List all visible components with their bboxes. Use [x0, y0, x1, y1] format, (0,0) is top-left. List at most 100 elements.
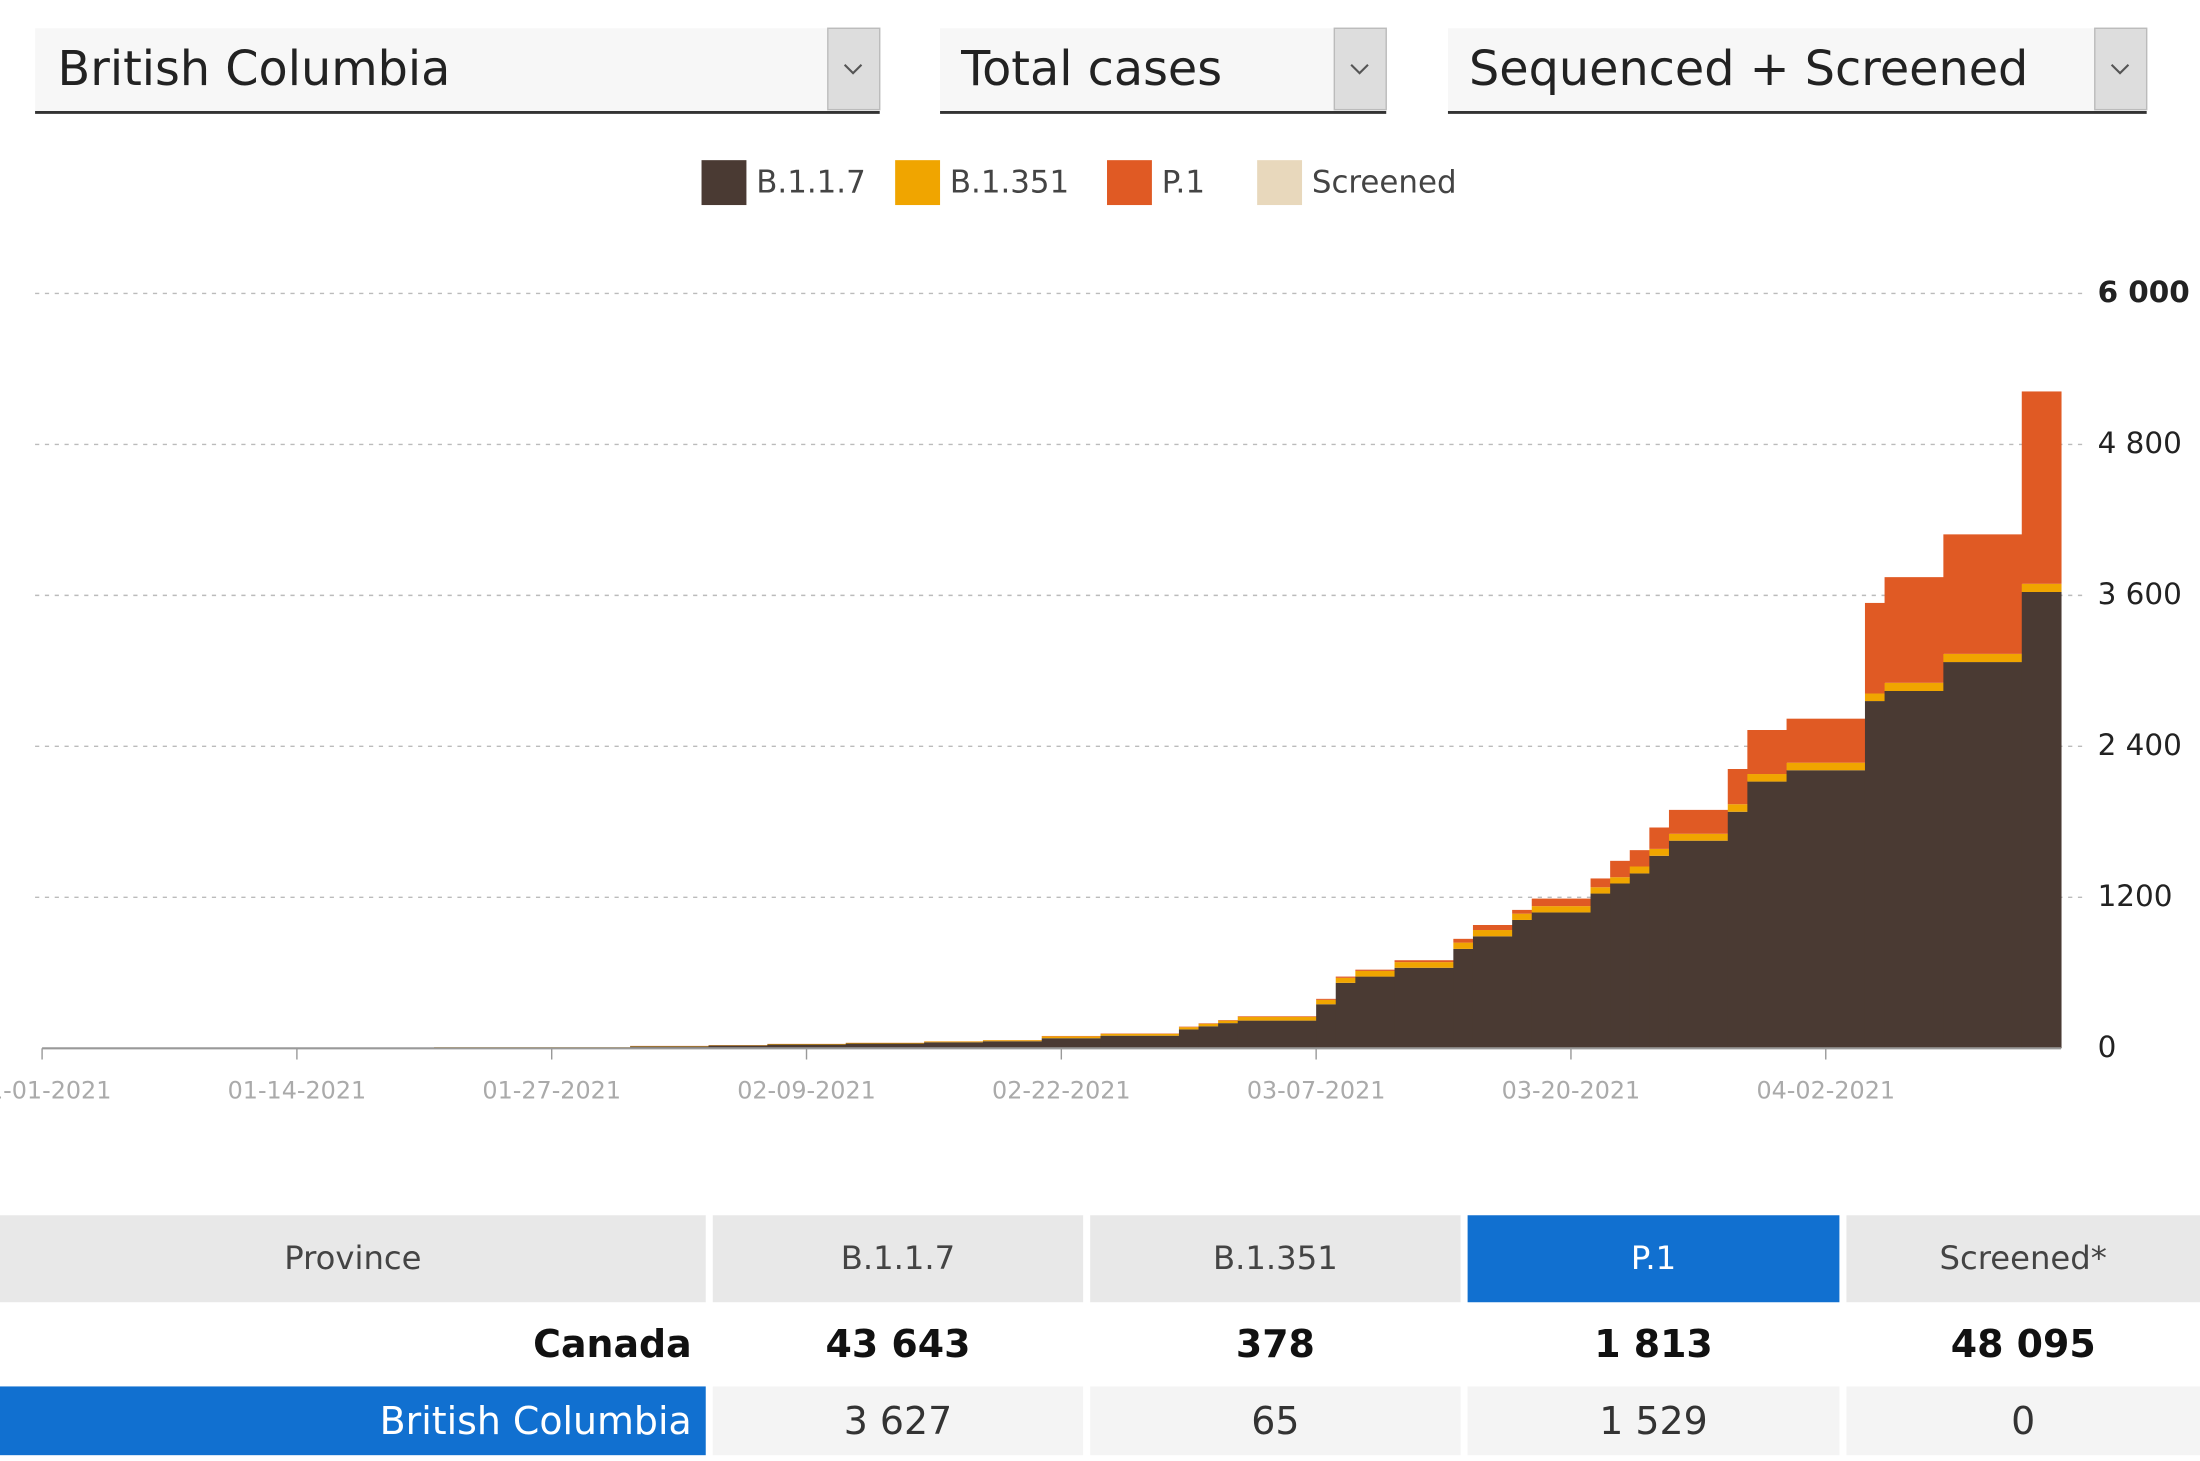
bar-segment	[1747, 781, 1788, 1049]
table-value: 1 813	[1594, 1322, 1713, 1366]
x-tick-label: 02-22-2021	[992, 1076, 1131, 1104]
bar-segment	[1100, 1035, 1180, 1049]
legend-swatch[interactable]	[701, 160, 747, 206]
bar-segment	[1884, 690, 1944, 1049]
bar-segment	[1668, 840, 1729, 1049]
bar-segment	[845, 1043, 925, 1049]
table-header-cell[interactable]	[1846, 1215, 2200, 1303]
bar-segment	[1864, 602, 1886, 694]
table-header-cell[interactable]	[0, 1215, 706, 1303]
bar-segment	[1198, 1023, 1219, 1024]
x-tick-label: 04-02-2021	[1756, 1076, 1895, 1104]
dropdown-text[interactable]: British Columbia	[58, 42, 451, 97]
bar-segment	[1512, 913, 1533, 920]
bar-segment	[1041, 1036, 1102, 1039]
bar-segment	[1472, 930, 1513, 937]
bar-segment	[1786, 762, 1866, 771]
legend-swatch[interactable]	[1107, 160, 1152, 206]
bar-segment	[1884, 682, 1944, 691]
y-tick-label: 3 600	[2098, 577, 2182, 611]
table-value: 65	[1251, 1399, 1299, 1443]
bar-segment	[1668, 809, 1729, 834]
table-value: 378	[1236, 1322, 1315, 1366]
bar-segment	[1316, 999, 1337, 1005]
table-cell	[1467, 1386, 1840, 1456]
bar-segment	[845, 1042, 925, 1044]
bar-segment	[1512, 919, 1533, 1049]
bar-segment	[982, 1040, 1043, 1042]
bar-segment	[1218, 1020, 1239, 1021]
bar-segment	[1335, 977, 1356, 983]
bar-segment	[1610, 877, 1631, 884]
table-cell	[1090, 1386, 1461, 1456]
chevron	[1350, 64, 1369, 75]
x-tick-label: 03-20-2021	[1502, 1076, 1641, 1104]
bar-segment	[1178, 1027, 1200, 1030]
dropdown-bg[interactable]	[35, 28, 880, 113]
x-tick-label: 01-14-2021	[228, 1076, 367, 1104]
bar-segment	[1668, 833, 1729, 841]
dropdown-text[interactable]: Sequenced + Screened	[1469, 42, 2028, 97]
table-cell	[712, 1305, 1084, 1383]
bar-segment	[2021, 391, 2062, 584]
y-tick-label: 0	[2098, 1030, 2117, 1064]
bar-segment	[1512, 909, 1533, 914]
bar-segment	[1943, 653, 2023, 663]
bar-segment	[1786, 770, 1866, 1049]
table-header[interactable]: Province	[284, 1239, 421, 1277]
table-value: 1 529	[1599, 1399, 1707, 1443]
bar-segment	[1041, 1038, 1102, 1049]
bar-segment	[1747, 774, 1788, 782]
province-name[interactable]: British Columbia	[380, 1399, 692, 1443]
bar-segment	[1355, 976, 1396, 1049]
bar-segment	[1394, 962, 1454, 968]
table-header[interactable]: B.1.351	[1213, 1239, 1338, 1277]
table-header[interactable]: Screened*	[1940, 1239, 2107, 1277]
bar-segment	[1355, 969, 1396, 971]
bar-segment	[1237, 1020, 1317, 1049]
bar-segment	[924, 1042, 984, 1049]
bar-segment	[1629, 850, 1650, 867]
legend-swatch[interactable]	[895, 160, 941, 206]
dropdown[interactable]: Total cases	[940, 27, 1387, 114]
bar-segment	[1178, 1029, 1200, 1049]
y-tick-label: 6 000	[2098, 275, 2190, 309]
dropdown[interactable]: Sequenced + Screened	[1447, 27, 2148, 114]
x-tick-label: 01-27-2021	[482, 1076, 621, 1104]
table-header[interactable]: B.1.1.7	[841, 1239, 955, 1277]
dropdown-button[interactable]	[827, 27, 881, 111]
bar-segment	[924, 1041, 984, 1043]
dropdown-bg[interactable]	[1447, 28, 2147, 113]
bar-segment	[1610, 883, 1631, 1049]
dropdown-bg[interactable]	[940, 28, 1387, 113]
table-header[interactable]: P.1	[1631, 1239, 1676, 1277]
dropdown[interactable]: British Columbia	[35, 27, 881, 114]
bar-segment	[1531, 898, 1592, 907]
legend-swatch[interactable]	[1257, 160, 1303, 206]
legend-label[interactable]: P.1	[1162, 165, 1205, 201]
bar-segment	[1629, 873, 1650, 1049]
bar-segment	[767, 1044, 847, 1049]
table-cell	[0, 1305, 706, 1383]
dropdown-button[interactable]	[1333, 27, 1387, 111]
legend-label[interactable]: Screened	[1312, 165, 1457, 201]
legend-label[interactable]: B.1.1.7	[756, 165, 866, 201]
legend-label[interactable]: B.1.351	[950, 165, 1069, 201]
table-header-cell[interactable]	[1090, 1215, 1461, 1303]
table-header-cell[interactable]	[712, 1215, 1084, 1303]
bar-segment	[1590, 878, 1611, 888]
bar-segment	[2021, 591, 2062, 1049]
table-cell	[1090, 1305, 1461, 1383]
table-value: 43 643	[825, 1322, 970, 1366]
dropdown-text[interactable]: Total cases	[960, 42, 1222, 97]
x-tick-label: 01-01-2021	[0, 1076, 111, 1104]
bar-segment	[1727, 811, 1748, 1049]
bar-segment	[982, 1041, 1043, 1049]
table-header-cell[interactable]	[1467, 1215, 1840, 1303]
bar-segment	[1531, 906, 1592, 913]
bar-segment	[1100, 1033, 1180, 1036]
province-name[interactable]: Canada	[533, 1322, 692, 1366]
bar-segment	[1747, 729, 1788, 775]
bar-segment	[708, 1045, 768, 1049]
dropdown-button[interactable]	[2094, 27, 2148, 111]
